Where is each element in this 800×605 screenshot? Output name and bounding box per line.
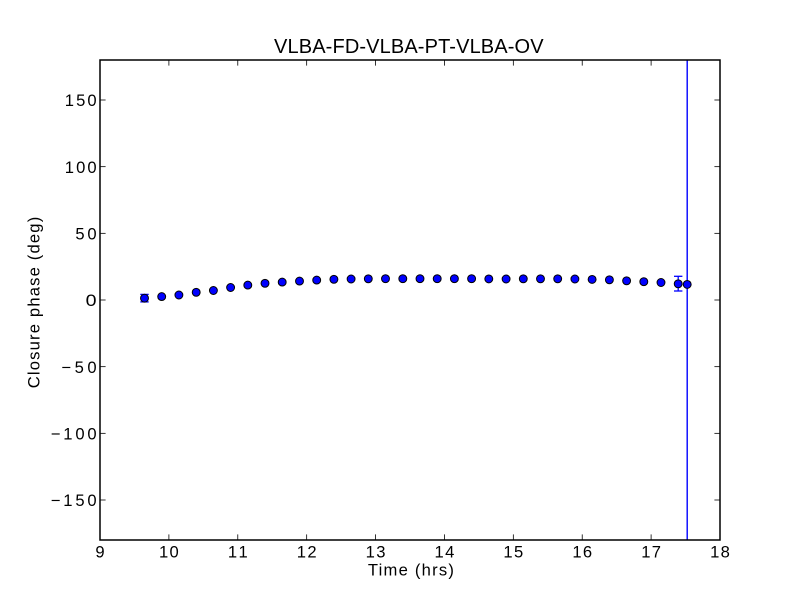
svg-text:13: 13 [366,542,386,561]
svg-text:100: 100 [65,158,97,177]
svg-text:11: 11 [228,542,248,561]
svg-text:17: 17 [641,542,661,561]
svg-text:16: 16 [572,542,592,561]
svg-text:15: 15 [503,542,523,561]
svg-text:9: 9 [95,542,104,561]
svg-text:12: 12 [297,542,317,561]
svg-text:150: 150 [65,91,97,110]
svg-text:VLBA-FD-VLBA-PT-VLBA-OV: VLBA-FD-VLBA-PT-VLBA-OV [274,36,544,58]
svg-text:10: 10 [159,542,179,561]
svg-text:18: 18 [710,542,730,561]
svg-text:0: 0 [86,291,97,310]
svg-text:14: 14 [435,542,455,561]
svg-text:−50: −50 [61,358,96,377]
svg-text:Time (hrs): Time (hrs) [368,561,454,580]
svg-text:Closure phase (deg): Closure phase (deg) [25,217,44,389]
